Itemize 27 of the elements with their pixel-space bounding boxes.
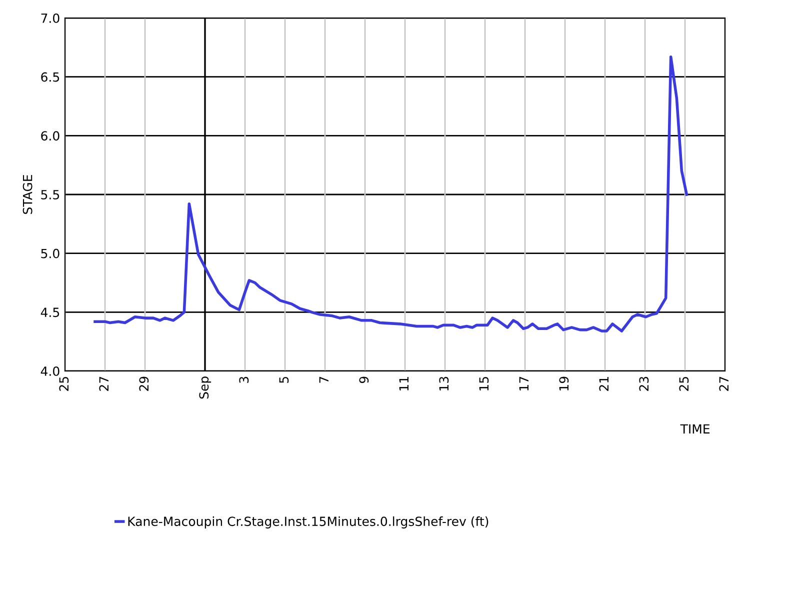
x-tick-label: 29 bbox=[139, 376, 149, 391]
x-tick-label: 27 bbox=[99, 376, 108, 391]
x-tick-label: 15 bbox=[479, 376, 489, 390]
x-tick-label: Sep bbox=[199, 376, 212, 399]
y-tick-label: 4.0 bbox=[40, 366, 60, 376]
x-tick-label: 17 bbox=[519, 376, 528, 390]
y-tick-label: 6.5 bbox=[41, 72, 60, 82]
y-axis-title: STAGE bbox=[22, 175, 32, 214]
x-tick-label: 25 bbox=[679, 376, 689, 391]
x-tick-label: 25 bbox=[59, 376, 69, 391]
x-tick-label: 7 bbox=[319, 376, 328, 383]
x-tick-label: 27 bbox=[719, 376, 728, 391]
y-tick-label: 4.5 bbox=[40, 308, 60, 318]
x-tick-label: 3 bbox=[239, 376, 249, 383]
x-tick-label: 21 bbox=[599, 377, 608, 391]
x-tick-label: 9 bbox=[359, 376, 369, 384]
y-tick-label: 7.0 bbox=[41, 13, 60, 23]
y-tick-label: 5.5 bbox=[41, 190, 60, 200]
x-tick-label: 23 bbox=[639, 376, 649, 391]
legend-label: Kane-Macoupin Cr.Stage.Inst.15Minutes.0.lrgsShef-rev (ft) bbox=[128, 516, 488, 528]
y-tick-label: 6.0 bbox=[41, 131, 60, 141]
x-tick-label: 11 bbox=[399, 377, 408, 390]
x-tick-label: 19 bbox=[559, 376, 569, 390]
x-tick-label: 5 bbox=[279, 376, 289, 383]
x-tick-label: 13 bbox=[439, 376, 449, 390]
x-axis-title: TIME bbox=[680, 424, 710, 434]
y-tick-label: 5.0 bbox=[41, 248, 60, 258]
